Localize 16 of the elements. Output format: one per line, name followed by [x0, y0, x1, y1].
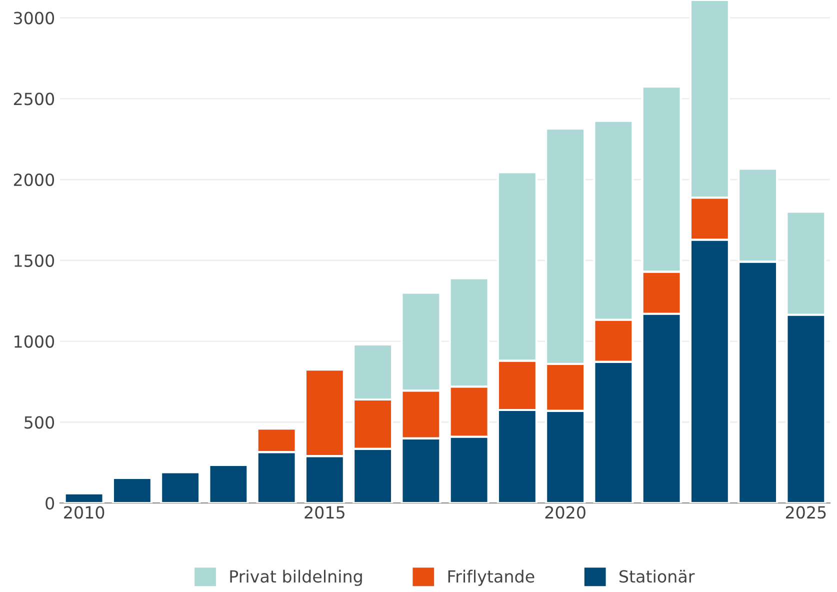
y-tick-label: 1500	[14, 254, 54, 267]
x-tick-label: 2020	[545, 506, 586, 519]
y-tick-label: 2500	[14, 92, 54, 106]
y-tick-label: 0	[46, 496, 54, 510]
bar	[64, 492, 104, 503]
y-tick-label: 2000	[14, 173, 54, 186]
legend-label: Stationär	[620, 570, 695, 583]
legend-label: Privat bildelning	[230, 570, 362, 586]
x-tick-label: 2010	[64, 506, 104, 519]
x-tick-label: 2025	[786, 506, 826, 519]
x-tick-label: 2015	[304, 506, 344, 519]
y-tick-label: 1000	[14, 335, 54, 348]
legend-label: Friflytande	[448, 570, 534, 586]
bar	[160, 471, 201, 503]
y-tick-label: 3000	[14, 12, 54, 24]
y-tick-label: 500	[24, 416, 54, 429]
